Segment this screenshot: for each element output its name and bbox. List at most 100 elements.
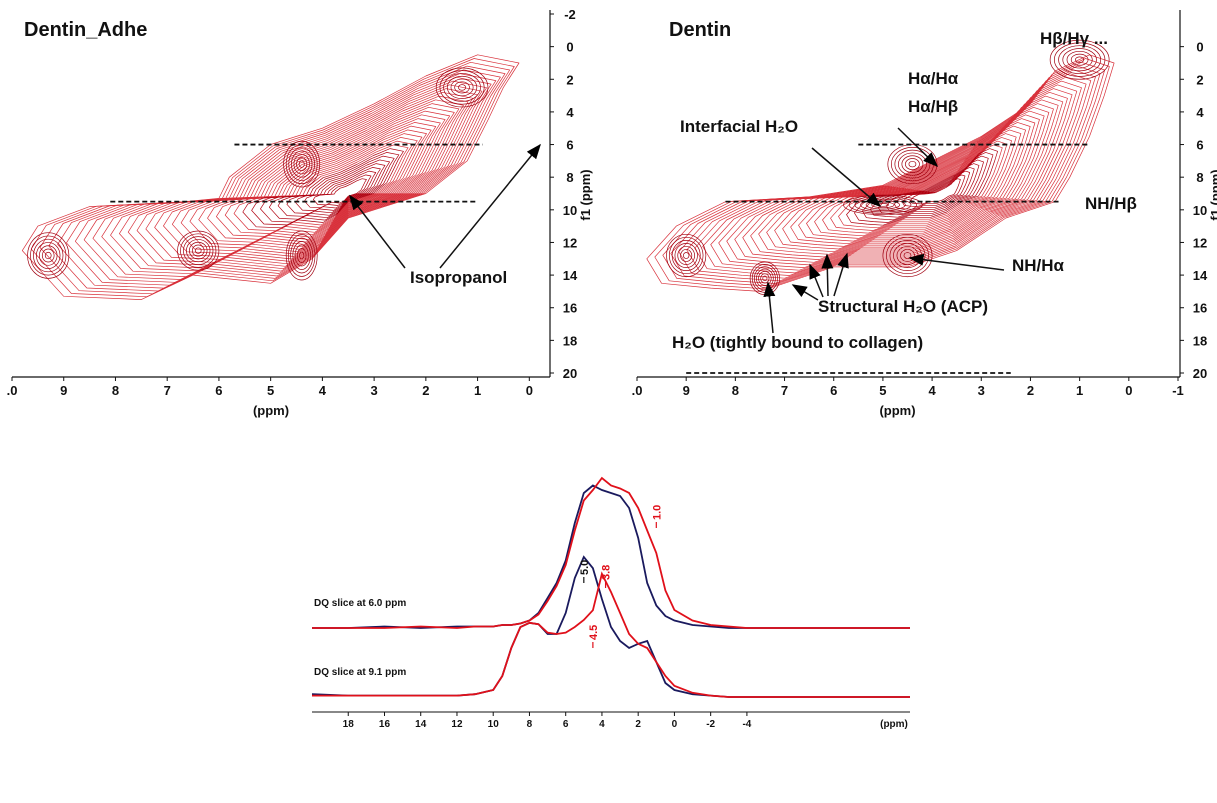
contour-line — [36, 242, 61, 269]
y-tick-label: 10 — [563, 203, 577, 218]
x-tick-label: 4 — [928, 383, 936, 398]
contour-line — [830, 140, 1008, 231]
arrow — [833, 252, 849, 297]
y-tick-label: 10 — [1193, 203, 1207, 218]
contour-line — [882, 233, 933, 278]
contour-line — [296, 157, 308, 172]
y-tick-label: 8 — [566, 170, 573, 185]
arrow — [821, 253, 834, 297]
contour-line — [843, 194, 923, 216]
contour-line — [27, 232, 70, 279]
contour-line — [862, 155, 989, 221]
contour-line — [119, 95, 469, 269]
contour-line — [450, 78, 474, 97]
peak-label: 4.5 — [588, 625, 600, 640]
x-tick-label: 0 — [1125, 383, 1132, 398]
contour-line — [290, 150, 313, 178]
contour-line — [298, 160, 305, 168]
contour-line — [38, 245, 58, 266]
y-tick-label: 0 — [1196, 40, 1203, 55]
contour-line — [296, 248, 307, 263]
contour-line — [901, 155, 924, 173]
contour-line — [680, 249, 693, 262]
y-tick-label: 8 — [1196, 170, 1203, 185]
y-tick-label: 0 — [566, 40, 573, 55]
spectrum-line — [312, 571, 910, 698]
contour-line — [668, 236, 704, 275]
contour-line — [1053, 42, 1106, 77]
contour-line — [886, 167, 975, 213]
contour-line — [870, 159, 984, 218]
arrow — [439, 143, 541, 269]
contour-line — [751, 264, 778, 293]
contour-line — [1070, 53, 1089, 66]
contour-line — [646, 54, 1115, 292]
x-tick-label: .0 — [632, 383, 643, 398]
x-tick-label: 2 — [635, 719, 641, 730]
contour-line — [750, 103, 1054, 258]
annotation: Hα/Hα — [908, 69, 959, 88]
contour-line — [762, 275, 768, 282]
annotation: Hβ/Hγ ... — [1040, 29, 1108, 48]
contour-line — [903, 252, 912, 259]
x-tick-label: 3 — [370, 383, 377, 398]
x-tick-label: 6 — [215, 383, 222, 398]
contour-line — [753, 266, 776, 291]
contour-line — [908, 160, 917, 168]
contour-line — [774, 114, 1040, 250]
contour-line — [860, 198, 906, 211]
y-tick-label: 16 — [563, 301, 577, 316]
contour-line — [439, 70, 485, 105]
x-tick-label: 0 — [672, 719, 678, 730]
contour-line — [822, 137, 1012, 234]
x-axis-label: (ppm) — [880, 719, 908, 730]
x-tick-label: 7 — [164, 383, 171, 398]
contour-line — [758, 106, 1050, 255]
contour-line — [194, 247, 202, 254]
y-tick-label: 12 — [1193, 235, 1207, 250]
y-tick-label: 16 — [1193, 301, 1207, 316]
x-tick-label: 1 — [474, 383, 481, 398]
contour-line — [33, 238, 64, 273]
x-tick-label: 2 — [1027, 383, 1034, 398]
contour-line — [313, 178, 367, 206]
contour-line — [854, 152, 994, 223]
contour-line — [44, 251, 52, 260]
contour-line — [760, 273, 770, 284]
contour-line — [435, 67, 489, 108]
chart-title: Dentin — [669, 19, 731, 41]
contour-line — [189, 241, 208, 260]
contour-line — [902, 174, 966, 207]
x-tick-label: 10 — [488, 719, 500, 730]
contour-line — [1075, 56, 1085, 63]
slice-title: DQ slice at 9.1 ppm — [314, 667, 406, 678]
contour-line — [285, 230, 318, 281]
arrow — [908, 253, 1005, 271]
contour-line — [790, 122, 1031, 245]
y-tick-label: -2 — [564, 7, 576, 22]
contour-line — [756, 268, 774, 289]
contour-line — [458, 84, 467, 91]
x-tick-label: 4 — [599, 719, 605, 730]
annotation: NH/Hα — [1012, 256, 1065, 275]
contour-line — [838, 144, 1003, 229]
x-tick-label: -4 — [742, 719, 751, 730]
x-tick-label: 7 — [781, 383, 788, 398]
contour-line — [290, 237, 314, 274]
contour-line — [742, 99, 1059, 260]
annotation: Hα/Hβ — [908, 97, 958, 116]
x-tick-label: 6 — [830, 383, 837, 398]
contour-line — [666, 233, 707, 278]
x-tick-label: 0 — [526, 383, 533, 398]
x-tick-label: 5 — [879, 383, 886, 398]
x-axis-label: (ppm) — [253, 403, 289, 418]
contour-line — [798, 125, 1026, 242]
x-tick-label: 8 — [527, 719, 533, 730]
annotation: Interfacial H₂O — [680, 117, 798, 136]
x-tick-label: 2 — [422, 383, 429, 398]
x-tick-label: 3 — [978, 383, 985, 398]
y-tick-label: 2 — [1196, 72, 1203, 87]
contour-line — [674, 243, 698, 268]
contour-line — [848, 196, 917, 214]
